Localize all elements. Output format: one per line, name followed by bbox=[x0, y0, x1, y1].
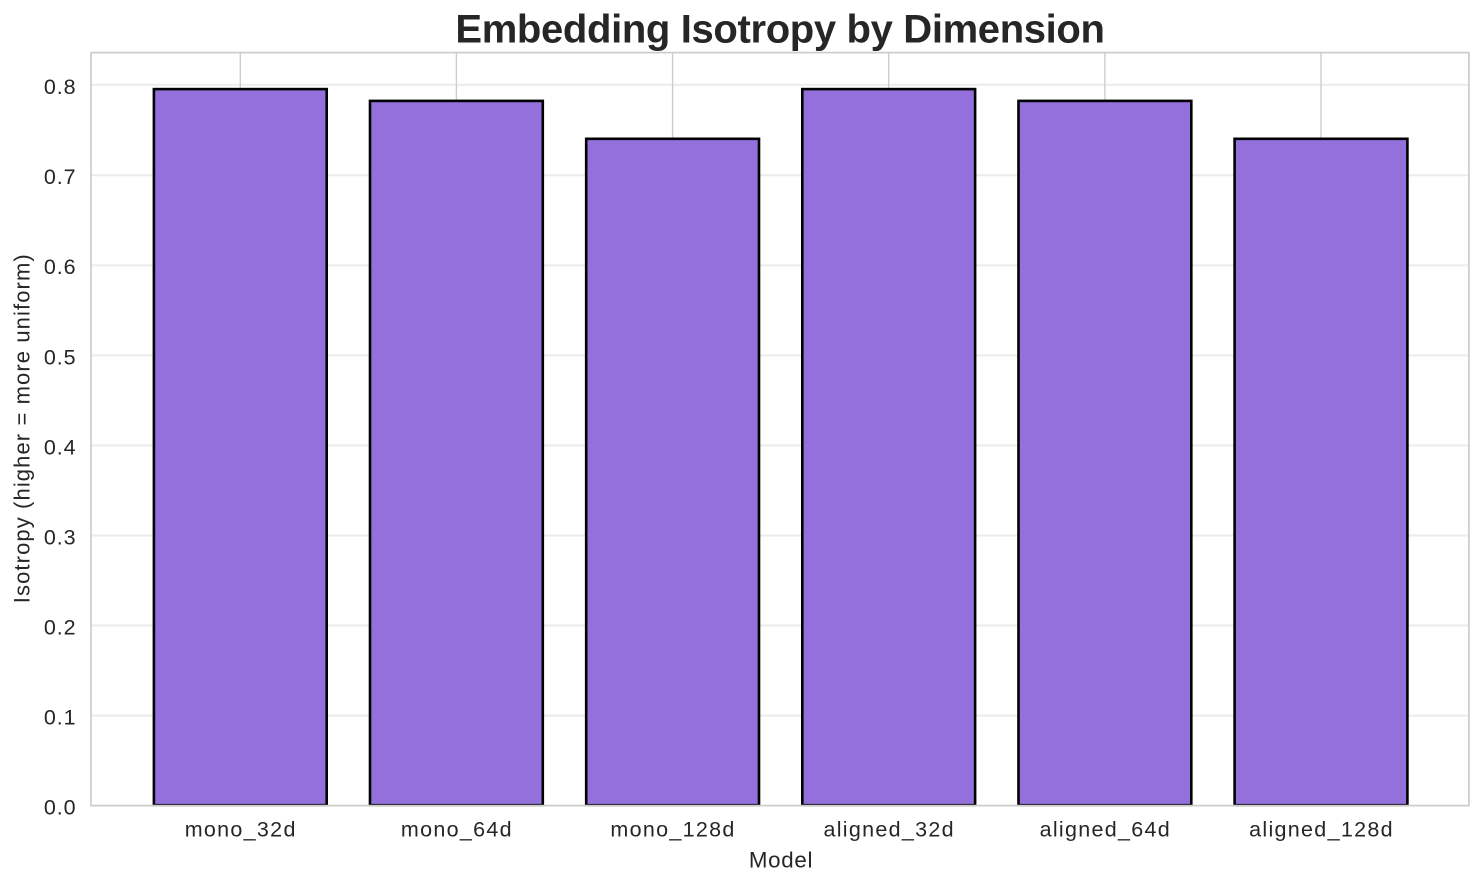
svg-text:0.0: 0.0 bbox=[44, 796, 77, 820]
svg-text:0.7: 0.7 bbox=[44, 165, 77, 189]
svg-text:aligned_32d: aligned_32d bbox=[823, 818, 954, 842]
svg-text:0.1: 0.1 bbox=[44, 706, 77, 730]
svg-text:mono_64d: mono_64d bbox=[401, 818, 513, 842]
svg-text:0.6: 0.6 bbox=[44, 255, 77, 279]
svg-text:0.5: 0.5 bbox=[44, 345, 77, 369]
svg-text:0.2: 0.2 bbox=[44, 615, 77, 639]
svg-text:mono_32d: mono_32d bbox=[185, 818, 297, 842]
svg-text:mono_128d: mono_128d bbox=[610, 818, 735, 842]
svg-text:0.4: 0.4 bbox=[44, 435, 77, 459]
svg-text:Isotropy (higher = more unifor: Isotropy (higher = more uniform) bbox=[10, 253, 35, 603]
svg-text:Model: Model bbox=[749, 847, 813, 872]
svg-text:aligned_64d: aligned_64d bbox=[1040, 818, 1171, 842]
svg-text:Embedding Isotropy by Dimensio: Embedding Isotropy by Dimension bbox=[455, 8, 1104, 52]
svg-text:0.3: 0.3 bbox=[44, 525, 77, 549]
svg-text:0.8: 0.8 bbox=[44, 75, 77, 99]
svg-text:aligned_128d: aligned_128d bbox=[1249, 818, 1394, 842]
